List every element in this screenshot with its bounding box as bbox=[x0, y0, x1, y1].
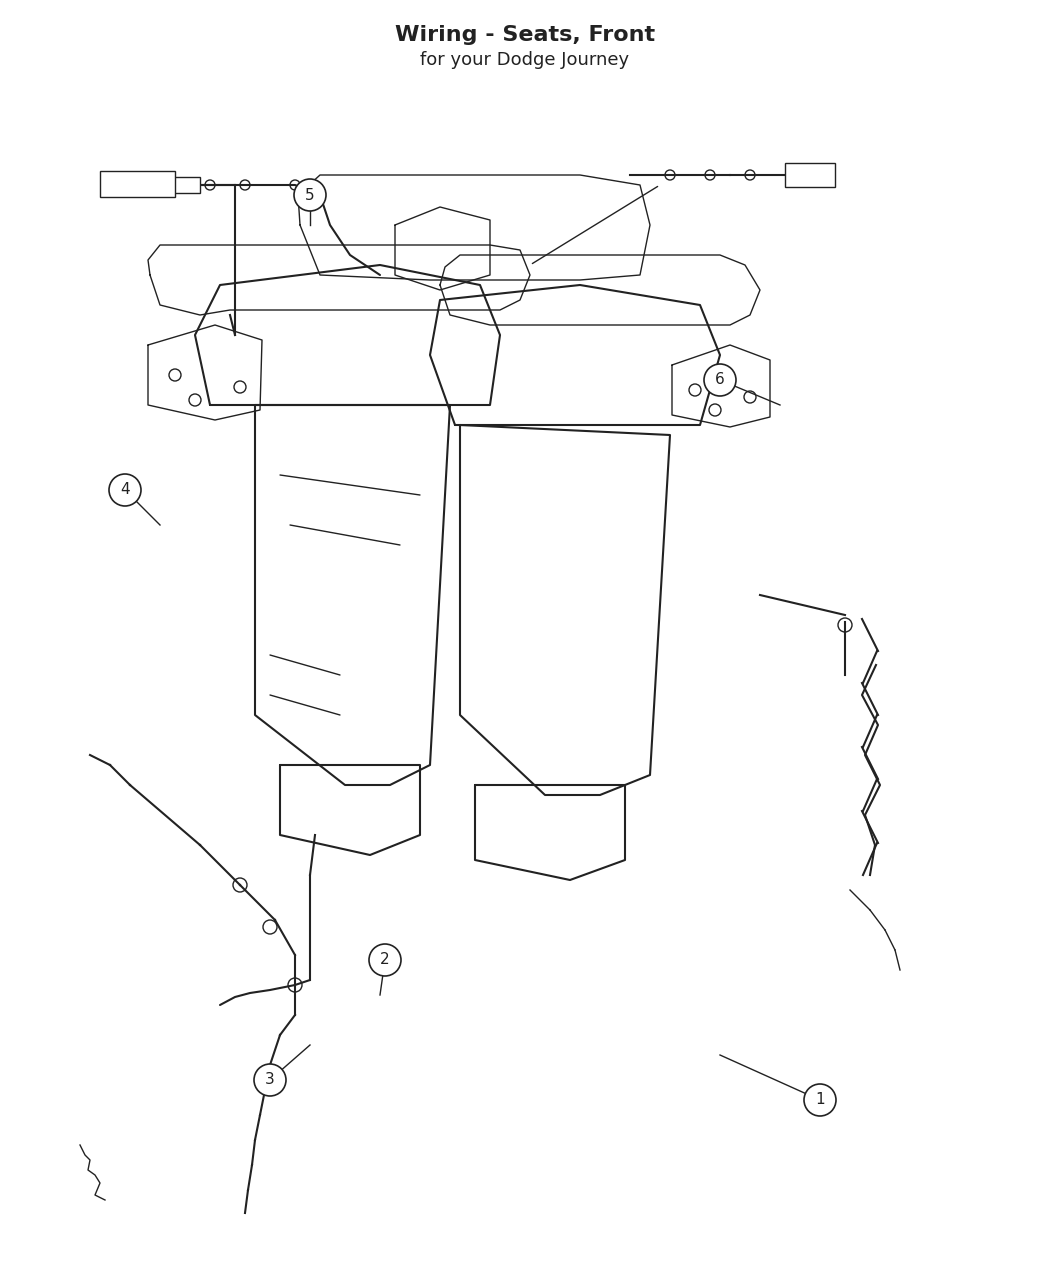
Text: for your Dodge Journey: for your Dodge Journey bbox=[420, 51, 630, 69]
Text: 3: 3 bbox=[265, 1072, 275, 1088]
FancyBboxPatch shape bbox=[170, 177, 200, 193]
Circle shape bbox=[294, 179, 325, 210]
Text: 1: 1 bbox=[815, 1093, 825, 1108]
Text: 6: 6 bbox=[715, 372, 724, 388]
Circle shape bbox=[804, 1084, 836, 1116]
Text: 2: 2 bbox=[380, 952, 390, 968]
Text: 5: 5 bbox=[306, 187, 315, 203]
Circle shape bbox=[369, 944, 401, 975]
FancyBboxPatch shape bbox=[100, 171, 175, 198]
Circle shape bbox=[254, 1065, 286, 1096]
Text: Wiring - Seats, Front: Wiring - Seats, Front bbox=[395, 26, 655, 45]
Text: 4: 4 bbox=[120, 482, 130, 497]
Circle shape bbox=[109, 474, 141, 506]
FancyBboxPatch shape bbox=[785, 163, 835, 187]
Circle shape bbox=[704, 363, 736, 397]
